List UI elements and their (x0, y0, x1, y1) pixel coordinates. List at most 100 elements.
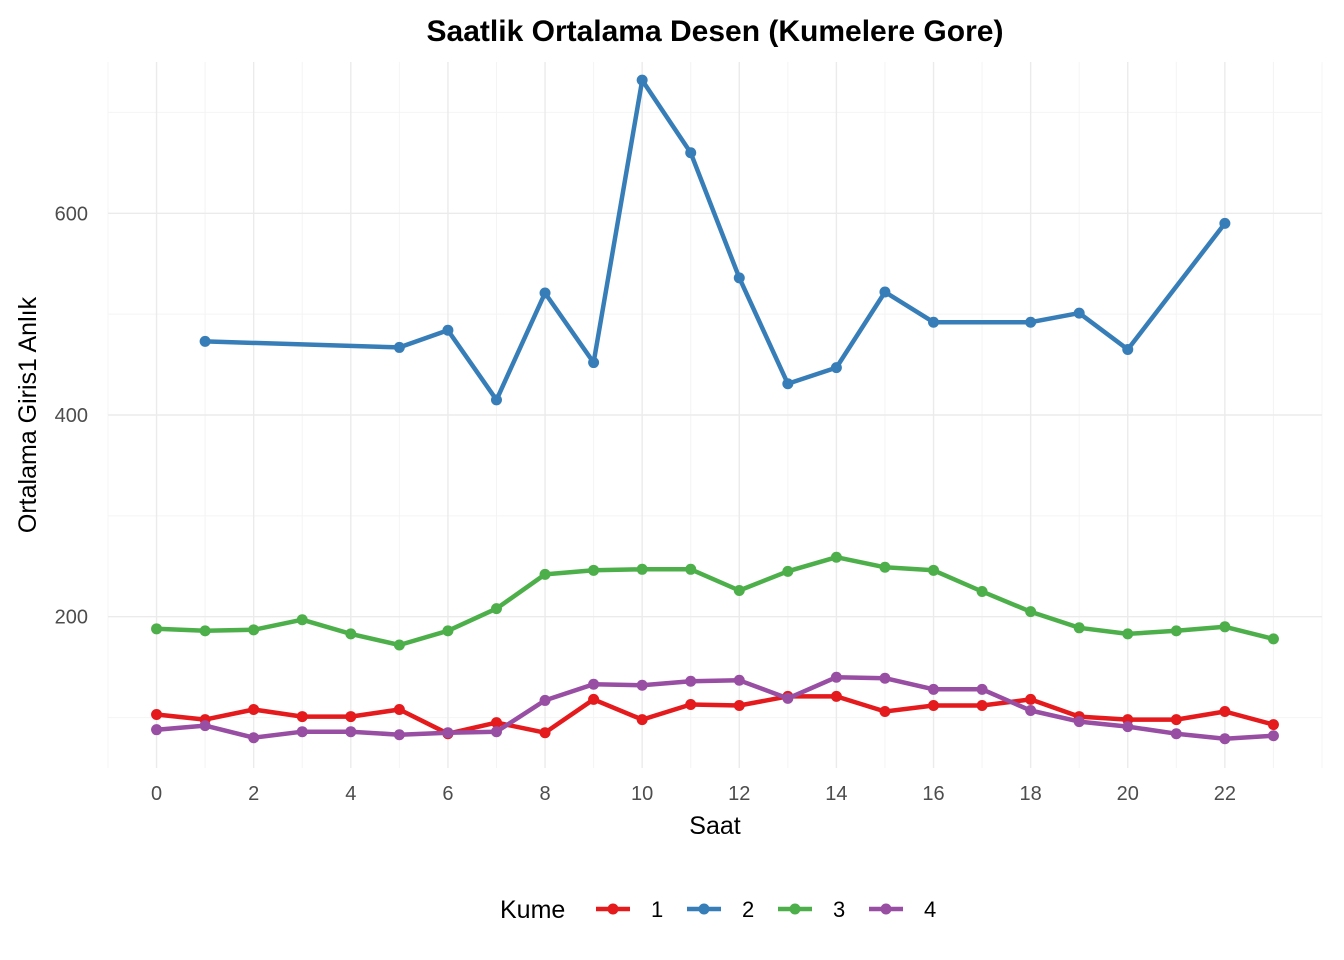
data-point (928, 564, 940, 576)
data-point (199, 720, 211, 732)
legend-key-point (880, 903, 892, 915)
data-point (1122, 721, 1134, 733)
series-2 (199, 74, 1231, 406)
data-point (1025, 606, 1037, 618)
data-point (539, 287, 551, 299)
data-point (1170, 728, 1182, 740)
data-point (248, 624, 260, 636)
data-point (588, 357, 600, 369)
data-point (830, 690, 842, 702)
x-tick-label: 6 (442, 783, 453, 805)
data-point (636, 563, 648, 575)
data-point (976, 699, 988, 711)
x-tick-label: 16 (922, 783, 944, 805)
data-point (782, 378, 794, 390)
data-point (1122, 628, 1134, 640)
data-point (199, 335, 211, 347)
series-line (156, 694, 1274, 736)
x-axis-tick-labels: 0 2 4 6 8 10 12 14 16 18 20 22 (151, 783, 1236, 805)
data-point (1219, 621, 1231, 633)
series-line (156, 674, 1274, 742)
data-point (393, 729, 405, 741)
legend: Kume 1 2 3 4 (500, 896, 936, 924)
legend-label: 1 (651, 897, 663, 922)
legend-label: 3 (833, 897, 845, 922)
x-tick-label: 8 (539, 783, 550, 805)
data-point (879, 561, 891, 573)
y-axis-title: Ortalama Giris1 Anlık (14, 296, 42, 533)
data-point (248, 732, 260, 744)
data-point (636, 74, 648, 86)
legend-item-4: 4 (869, 897, 936, 922)
data-point (782, 565, 794, 577)
x-tick-label: 0 (151, 783, 162, 805)
series-4 (151, 671, 1279, 745)
series-line (156, 554, 1274, 648)
data-point (442, 727, 454, 739)
data-point (928, 699, 940, 711)
legend-key-point (789, 903, 801, 915)
data-point (830, 671, 842, 683)
data-point (151, 724, 163, 736)
data-point (296, 711, 308, 723)
series-line (205, 77, 1227, 403)
y-tick-label: 600 (55, 203, 88, 225)
x-tick-label: 20 (1117, 783, 1139, 805)
plot-grid (107, 62, 1323, 768)
chart-title: Saatlik Ortalama Desen (Kumelere Gore) (427, 15, 1004, 48)
data-point (199, 625, 211, 637)
data-point (393, 341, 405, 353)
data-point (636, 679, 648, 691)
x-tick-label: 12 (728, 783, 750, 805)
data-point (976, 586, 988, 597)
legend-item-3: 3 (778, 897, 845, 922)
data-point (636, 714, 648, 726)
data-point (442, 625, 454, 637)
data-point (1267, 730, 1279, 742)
x-axis-title: Saat (689, 812, 740, 840)
data-point (345, 726, 357, 738)
data-point (151, 709, 163, 721)
data-point (1073, 622, 1085, 634)
data-point (539, 727, 551, 739)
data-point (1267, 633, 1279, 645)
data-point (830, 551, 842, 563)
data-point (345, 711, 357, 723)
data-point (490, 726, 502, 738)
data-point (685, 563, 697, 575)
y-axis-tick-labels: 200 400 600 (55, 203, 88, 628)
legend-item-2: 2 (687, 897, 754, 922)
data-point (1025, 693, 1037, 705)
x-tick-label: 14 (825, 783, 847, 805)
data-point (879, 286, 891, 298)
data-point (830, 362, 842, 374)
data-point (1073, 716, 1085, 728)
legend-label: 4 (924, 897, 936, 922)
data-point (539, 694, 551, 706)
series-layer (151, 74, 1279, 745)
x-tick-label: 18 (1020, 783, 1042, 805)
data-point (733, 699, 745, 711)
data-point (928, 316, 940, 328)
data-point (248, 704, 260, 716)
data-point (1170, 625, 1182, 637)
legend-title: Kume (500, 896, 565, 924)
data-point (393, 639, 405, 651)
data-point (782, 692, 794, 704)
legend-item-1: 1 (596, 897, 663, 922)
data-point (1219, 706, 1231, 718)
data-point (1267, 719, 1279, 731)
data-point (685, 147, 697, 159)
data-point (588, 678, 600, 690)
legend-key-point (698, 903, 710, 915)
data-point (879, 706, 891, 718)
data-point (733, 584, 745, 596)
data-point (879, 672, 891, 684)
x-tick-label: 22 (1214, 783, 1236, 805)
data-point (442, 324, 454, 336)
data-point (588, 564, 600, 576)
data-point (1170, 714, 1182, 726)
legend-label: 2 (742, 897, 754, 922)
x-tick-label: 4 (345, 783, 356, 805)
